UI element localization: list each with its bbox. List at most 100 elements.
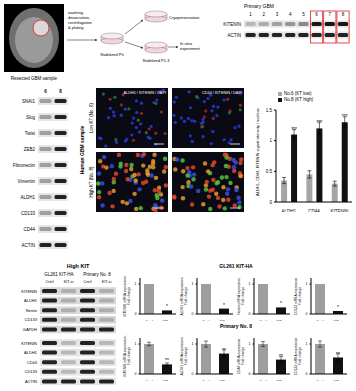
svg-text:0: 0 bbox=[306, 312, 308, 316]
svg-text:Cntrl: Cntrl bbox=[202, 380, 210, 381]
svg-text:GL261 KIT-HA: GL261 KIT-HA bbox=[219, 263, 253, 269]
svg-text:1.5: 1.5 bbox=[266, 108, 273, 113]
svg-text:SNAI1: SNAI1 bbox=[22, 99, 36, 104]
svg-text:1: 1 bbox=[135, 342, 137, 346]
svg-text:0: 0 bbox=[135, 312, 137, 316]
svg-text:Human GBM sample: Human GBM sample bbox=[79, 125, 85, 174]
svg-text:Fold change: Fold change bbox=[184, 347, 188, 365]
svg-text:*: * bbox=[223, 302, 225, 308]
svg-text:Cntrl: Cntrl bbox=[316, 320, 324, 321]
svg-text:1: 1 bbox=[192, 282, 194, 286]
svg-text:& plating: & plating bbox=[68, 25, 84, 30]
svg-text:Fold change: Fold change bbox=[241, 347, 245, 365]
svg-text:**: ** bbox=[336, 351, 340, 357]
svg-text:CD133: CD133 bbox=[21, 211, 36, 216]
svg-text:KIT-si: KIT-si bbox=[277, 320, 286, 321]
svg-text:Fold change: Fold change bbox=[184, 287, 188, 305]
svg-text:1: 1 bbox=[306, 282, 308, 286]
svg-text:Stabilized P1-3: Stabilized P1-3 bbox=[143, 58, 171, 63]
svg-text:*: * bbox=[337, 304, 339, 310]
svg-text:1: 1 bbox=[135, 282, 137, 286]
svg-text:Cntrl: Cntrl bbox=[202, 320, 210, 321]
svg-text:*: * bbox=[166, 303, 168, 309]
svg-text:1: 1 bbox=[192, 342, 194, 346]
svg-text:**: ** bbox=[279, 353, 283, 359]
svg-text:Cntrl: Cntrl bbox=[45, 280, 53, 284]
svg-text:Fibronectin: Fibronectin bbox=[13, 163, 36, 168]
svg-text:KITENIN: KITENIN bbox=[21, 289, 37, 294]
svg-text:0.5: 0.5 bbox=[266, 169, 273, 174]
svg-text:High KIT: High KIT bbox=[67, 263, 90, 269]
svg-text:Twist: Twist bbox=[25, 131, 36, 136]
svg-text:Resected GBM sample: Resected GBM sample bbox=[11, 76, 58, 81]
svg-text:KIT-si: KIT-si bbox=[64, 280, 74, 284]
svg-text:KIT-si: KIT-si bbox=[163, 320, 172, 321]
svg-text:***: *** bbox=[291, 126, 297, 132]
svg-text:1: 1 bbox=[249, 342, 251, 346]
svg-text:***: *** bbox=[316, 119, 322, 125]
svg-text:0: 0 bbox=[135, 372, 137, 376]
svg-text:GAPDH: GAPDH bbox=[23, 327, 37, 332]
svg-text:CD44 / KITENIN / DAPI: CD44 / KITENIN / DAPI bbox=[202, 91, 242, 95]
svg-text:ZEB2: ZEB2 bbox=[24, 147, 36, 152]
svg-text:Fold change: Fold change bbox=[298, 287, 302, 305]
svg-text:Primary No. 8: Primary No. 8 bbox=[220, 323, 252, 329]
svg-text:ACTIN: ACTIN bbox=[25, 379, 37, 384]
svg-text:ALDH1: ALDH1 bbox=[281, 209, 296, 212]
svg-text:ACTIN: ACTIN bbox=[228, 33, 242, 38]
svg-text:GL261 KIT-HA: GL261 KIT-HA bbox=[44, 272, 73, 277]
svg-text:1: 1 bbox=[249, 12, 252, 17]
svg-text:CD44: CD44 bbox=[23, 227, 35, 232]
svg-text:experiment: experiment bbox=[180, 46, 201, 51]
svg-text:Primary No. 8: Primary No. 8 bbox=[83, 272, 111, 277]
svg-text:Cntrl: Cntrl bbox=[259, 380, 267, 381]
svg-text:6: 6 bbox=[44, 89, 47, 94]
svg-text:ALDH1: ALDH1 bbox=[20, 195, 35, 200]
svg-text:ALDH1 / KITENIN / DAPI: ALDH1 / KITENIN / DAPI bbox=[124, 91, 166, 95]
svg-text:Cntrl: Cntrl bbox=[145, 320, 153, 321]
svg-text:KIT-si: KIT-si bbox=[220, 320, 229, 321]
svg-text:CD133: CD133 bbox=[25, 317, 38, 322]
svg-text:Cntrl: Cntrl bbox=[316, 380, 324, 381]
svg-text:*: * bbox=[280, 300, 282, 306]
svg-text:Cntrl: Cntrl bbox=[83, 280, 91, 284]
svg-text:Fold change: Fold change bbox=[127, 287, 131, 305]
svg-text:ALDH1: ALDH1 bbox=[24, 350, 38, 355]
svg-text:CD133: CD133 bbox=[25, 369, 38, 374]
svg-text:6: 6 bbox=[315, 12, 318, 17]
svg-text:ACTIN: ACTIN bbox=[22, 243, 36, 248]
svg-text:Low KT (No. 6): Low KT (No. 6) bbox=[89, 102, 94, 133]
svg-text:8: 8 bbox=[342, 12, 345, 17]
svg-text:CD44: CD44 bbox=[27, 360, 38, 365]
svg-text:Vimentin: Vimentin bbox=[18, 179, 36, 184]
svg-text:Slug: Slug bbox=[26, 115, 36, 120]
svg-text:KIT-si: KIT-si bbox=[334, 380, 343, 381]
svg-text:High KT (No. 8): High KT (No. 8) bbox=[89, 166, 94, 198]
svg-text:0: 0 bbox=[249, 372, 251, 376]
svg-text:7: 7 bbox=[329, 12, 332, 17]
svg-text:KITENIN: KITENIN bbox=[21, 341, 37, 346]
svg-text:Cntrl: Cntrl bbox=[259, 320, 267, 321]
svg-text:Fold change: Fold change bbox=[241, 287, 245, 305]
svg-text:CD44: CD44 bbox=[308, 209, 320, 212]
svg-text:Primary GBM: Primary GBM bbox=[244, 3, 274, 9]
svg-text:KIT-si: KIT-si bbox=[220, 380, 229, 381]
svg-text:***: *** bbox=[342, 113, 348, 119]
svg-text:0: 0 bbox=[192, 312, 194, 316]
svg-text:Cntrl: Cntrl bbox=[145, 380, 153, 381]
svg-text:4: 4 bbox=[289, 12, 292, 17]
svg-text:2: 2 bbox=[263, 12, 266, 17]
svg-text:KITENIN: KITENIN bbox=[330, 209, 348, 212]
svg-text:KITENIN: KITENIN bbox=[223, 22, 241, 27]
svg-text:1: 1 bbox=[249, 282, 251, 286]
svg-text:Fold change: Fold change bbox=[298, 347, 302, 365]
svg-text:Cryopreservation: Cryopreservation bbox=[169, 15, 199, 20]
svg-text:Stabilized P0: Stabilized P0 bbox=[100, 52, 124, 57]
svg-text:1: 1 bbox=[306, 342, 308, 346]
svg-text:5: 5 bbox=[302, 12, 305, 17]
svg-text:Fold change: Fold change bbox=[127, 347, 131, 365]
svg-text:8: 8 bbox=[59, 89, 62, 94]
svg-text:1: 1 bbox=[269, 138, 272, 143]
svg-text:Nestin: Nestin bbox=[26, 308, 37, 313]
svg-text:KIT-si: KIT-si bbox=[163, 380, 172, 381]
